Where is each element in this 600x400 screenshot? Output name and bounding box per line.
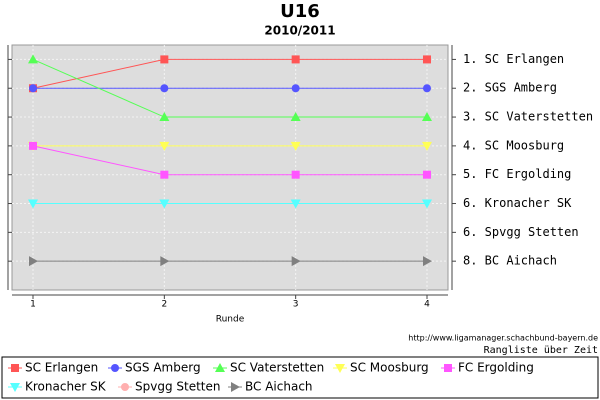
data-point — [421, 199, 432, 209]
legend-label: SC Moosburg — [350, 361, 429, 375]
data-point — [422, 84, 431, 93]
y2-tick-label: 6. Kronacher SK — [463, 196, 572, 210]
legend-label: FC Ergolding — [458, 361, 534, 375]
data-point — [29, 256, 39, 267]
x-tick-label: 1 — [30, 300, 36, 310]
legend-marker — [11, 364, 19, 372]
y2-tick-label: 3. SC Vaterstetten — [463, 110, 593, 124]
series-line — [32, 145, 427, 176]
legend-label: SC Vaterstetten — [230, 361, 324, 375]
legend-marker — [215, 363, 225, 372]
data-point — [160, 170, 169, 179]
data-point — [160, 84, 169, 93]
y2-tick-label: 1. SC Erlangen — [463, 52, 564, 66]
chart-subtitle: 2010/2011 — [264, 24, 335, 38]
data-point — [422, 170, 431, 179]
source: http://www.ligamanager.schachbund-bayern… — [408, 334, 598, 343]
legend-marker — [335, 364, 345, 373]
series-line — [32, 58, 427, 89]
note: Rangliste über Zeit — [484, 345, 598, 356]
data-point — [422, 55, 431, 64]
data-point — [28, 199, 39, 209]
data-point — [291, 55, 300, 64]
legend-marker — [10, 383, 20, 392]
data-point — [160, 256, 170, 267]
legend-label: SC Erlangen — [25, 361, 98, 375]
data-point — [291, 256, 301, 267]
x-tick-label: 3 — [293, 300, 299, 310]
legend-label: Kronacher SK — [25, 380, 107, 394]
x-tick-label: 4 — [424, 300, 430, 310]
y2-tick-label: 6. Spvgg Stetten — [463, 225, 579, 239]
legend-label: SGS Amberg — [125, 361, 201, 375]
legend-label: Spvgg Stetten — [135, 380, 221, 394]
y2-tick-label: 5. FC Ergolding — [463, 167, 571, 181]
data-point — [29, 141, 38, 150]
data-point — [160, 55, 169, 64]
legend-label: BC Aichach — [245, 380, 313, 394]
data-point — [290, 112, 301, 122]
data-point — [421, 112, 432, 122]
data-point — [422, 256, 432, 267]
data-point — [159, 112, 170, 122]
data-point — [291, 84, 300, 93]
data-point — [421, 141, 432, 151]
y2-tick-label: 2. SGS Amberg — [463, 81, 557, 95]
legend-marker — [121, 383, 129, 391]
chart-title: U16 — [280, 1, 320, 22]
legend-marker — [444, 364, 452, 372]
x-axis-label: Runde — [216, 315, 245, 325]
y2-tick-label: 8. BC Aichach — [463, 254, 557, 268]
legend-marker — [111, 364, 119, 372]
data-point — [159, 199, 170, 209]
data-point — [28, 54, 39, 64]
y2-tick-label: 4. SC Moosburg — [463, 138, 564, 152]
data-point — [29, 84, 38, 93]
data-point — [291, 170, 300, 179]
plot-area — [11, 44, 449, 291]
x-tick-label: 2 — [161, 300, 167, 310]
legend-marker — [231, 382, 240, 392]
data-point — [290, 141, 301, 151]
series-line — [32, 58, 427, 118]
data-point — [159, 141, 170, 151]
legend-box — [1, 356, 599, 399]
data-point — [290, 199, 301, 209]
